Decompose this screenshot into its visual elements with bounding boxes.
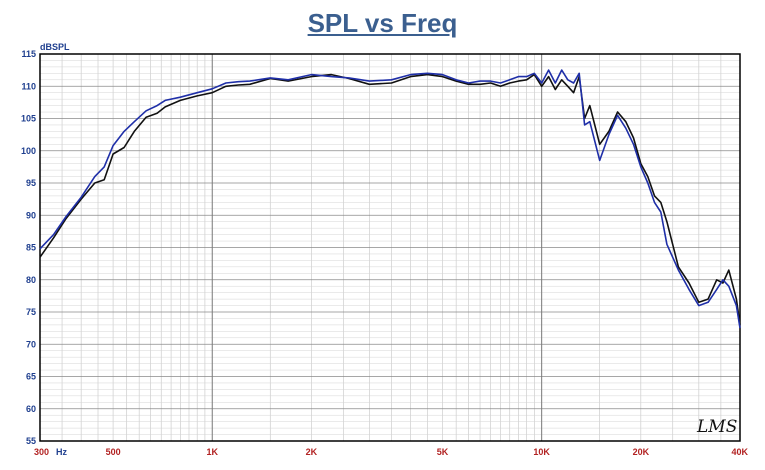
x-axis-unit: Hz [56,447,67,457]
y-tick-label: 95 [26,178,36,188]
y-tick-label: 55 [26,436,36,446]
y-tick-label: 65 [26,372,36,382]
series-line-2 [39,69,741,329]
y-tick-label: 100 [21,146,36,156]
y-tick-label: 110 [21,81,36,91]
y-axis-label: dBSPL [40,42,70,52]
y-tick-label: 60 [26,404,36,414]
series-layer [39,69,741,329]
plot-frame [39,53,741,442]
x-tick-label: 1K [206,447,218,457]
series-line-1 [39,73,741,326]
x-tick-label: 500 [106,447,121,457]
y-tick-labels: 115 110 105 100 95 90 85 80 75 70 65 60 55 [21,49,36,446]
x-tick-label: 40K [731,447,748,457]
y-tick-label: 115 [21,49,36,59]
x-tick-label: 5K [437,447,449,457]
chart-title: SPL vs Freq [307,8,458,38]
x-tick-label: 10K [533,447,550,457]
y-tick-label: 85 [26,243,36,253]
x-tick-label: 2K [306,447,318,457]
y-tick-label: 80 [26,275,36,285]
x-tick-labels: 300 500 1K 2K 5K 10K 20K 40K [34,447,748,457]
y-tick-label: 90 [26,210,36,220]
y-tick-label: 105 [21,114,36,124]
lms-watermark: LMS [696,417,737,437]
x-tick-label: 20K [633,447,650,457]
y-tick-label: 75 [26,307,36,317]
y-tick-label: 70 [26,339,36,349]
x-tick-label: 300 [34,447,49,457]
